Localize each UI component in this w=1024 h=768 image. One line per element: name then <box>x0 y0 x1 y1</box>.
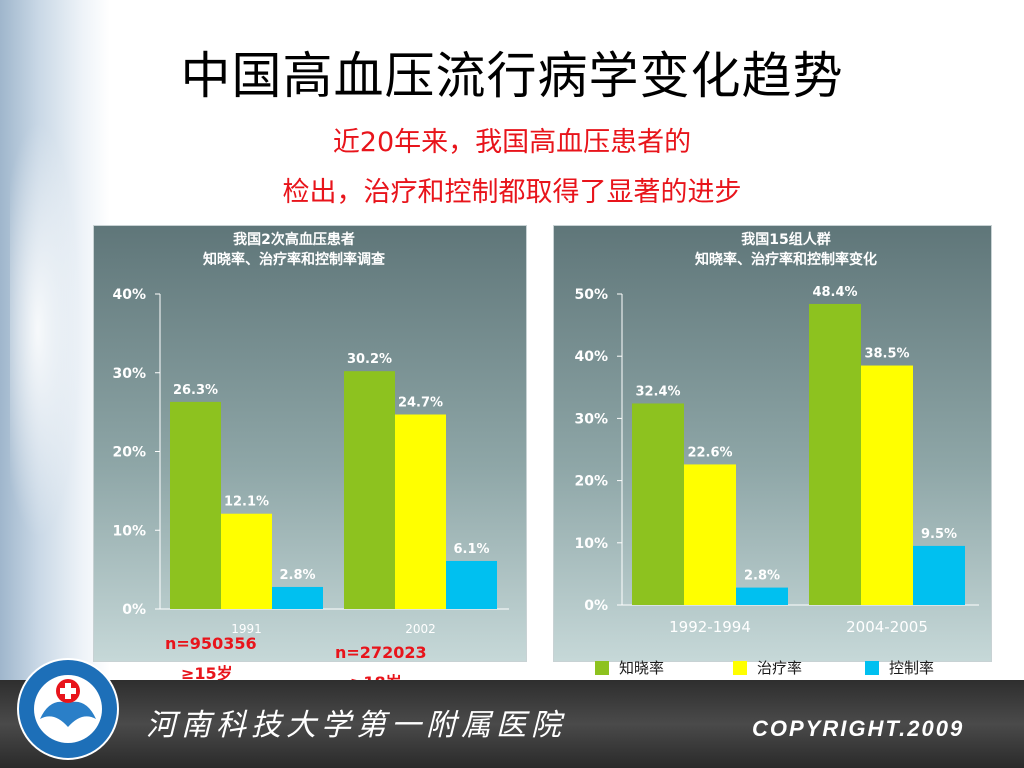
bar-right-1992-1994-知晓率 <box>632 403 684 605</box>
y-tick-label-right: 30% <box>574 411 608 427</box>
y-tick-label-left: 20% <box>112 445 146 461</box>
age-range-1991: ≥15岁 <box>181 664 233 683</box>
y-tick-label-left: 30% <box>112 366 146 382</box>
y-tick-label-left: 0% <box>122 602 146 618</box>
data-label-right: 38.5% <box>864 347 909 362</box>
bar-right-1992-1994-治疗率 <box>684 464 736 605</box>
chart-panel-left: 我国2次高血压患者知晓率、治疗率和控制率调查 0% 10% 20% 30% 40% 26.3… <box>93 225 527 662</box>
chart-panel-right: 我国15组人群知晓率、治疗率和控制率变化 0% 10% 20% 30% 40% 50% 32.… <box>553 225 992 662</box>
bar-left-2002-知晓率 <box>344 371 395 609</box>
bar-left-1991-知晓率 <box>170 401 221 609</box>
y-tick-label-left: 10% <box>112 523 146 539</box>
data-label-right: 9.5% <box>921 527 957 542</box>
sample-size-1991: n=950356 <box>165 634 257 653</box>
bar-left-1991-治疗率 <box>221 513 272 609</box>
data-label-right: 22.6% <box>687 445 732 460</box>
bar-right-2004-2005-知晓率 <box>809 303 861 605</box>
footer-bar <box>0 680 1024 768</box>
bar-left-1991-控制率 <box>272 586 323 609</box>
y-tick-label-right: 40% <box>574 349 608 365</box>
data-label-left: 30.2% <box>347 352 392 367</box>
chart-title-line2-right: 知晓率、治疗率和控制率变化 <box>695 251 877 268</box>
data-label-left: 26.3% <box>173 383 218 398</box>
legend-swatch-awareness <box>595 661 609 675</box>
y-tick-label-left: 40% <box>112 287 146 303</box>
data-label-right: 2.8% <box>744 569 780 584</box>
copyright-text: COPYRIGHT.2009 <box>752 716 965 741</box>
subtitle-line-1: 近20年来，我国高血压患者的 <box>332 127 692 158</box>
bar-left-2002-控制率 <box>446 560 497 609</box>
bar-right-2004-2005-治疗率 <box>861 365 913 605</box>
bar-right-2004-2005-控制率 <box>913 545 965 605</box>
slide-title: 中国高血压流行病学变化趋势 <box>180 47 844 105</box>
x-tick-label-right: 2004-2005 <box>846 618 928 636</box>
y-tick-label-right: 10% <box>574 536 608 552</box>
legend-label-control: 控制率 <box>889 659 935 677</box>
chart-title-line1-right: 我国15组人群 <box>741 231 830 248</box>
data-label-right: 32.4% <box>635 384 680 399</box>
bar-left-2002-治疗率 <box>395 414 446 609</box>
x-tick-label-left: 2002 <box>405 622 436 636</box>
sample-size-2002: n=272023 <box>335 643 427 662</box>
x-tick-label-right: 1992-1994 <box>669 618 751 636</box>
data-label-left: 2.8% <box>279 568 315 583</box>
legend-item-control: 控制率 <box>865 657 934 678</box>
legend-item-treatment: 治疗率 <box>733 657 802 678</box>
y-tick-label-right: 20% <box>574 474 608 490</box>
hospital-name: 河南科技大学第一附属医院 <box>146 708 566 743</box>
chart-title-line2-left: 知晓率、治疗率和控制率调查 <box>203 251 386 268</box>
y-tick-label-right: 50% <box>574 287 608 303</box>
legend-swatch-treatment <box>733 661 747 675</box>
data-label-left: 12.1% <box>224 495 269 510</box>
legend-label-treatment: 治疗率 <box>757 659 803 677</box>
chart-title-line1-left: 我国2次高血压患者 <box>233 231 355 248</box>
legend-item-awareness: 知晓率 <box>595 657 664 678</box>
bar-right-1992-1994-控制率 <box>736 587 788 605</box>
data-label-left: 24.7% <box>398 395 443 410</box>
data-label-left: 6.1% <box>453 542 489 557</box>
y-tick-label-right: 0% <box>584 598 608 614</box>
x-tick-label-left: 1991 <box>231 622 262 636</box>
subtitle-line-2: 检出，治疗和控制都取得了显著的进步 <box>282 177 742 208</box>
data-label-right: 48.4% <box>812 285 857 300</box>
legend-label-awareness: 知晓率 <box>619 659 665 677</box>
hospital-logo <box>17 658 119 760</box>
left-decoration <box>0 0 110 680</box>
legend-swatch-control <box>865 661 879 675</box>
